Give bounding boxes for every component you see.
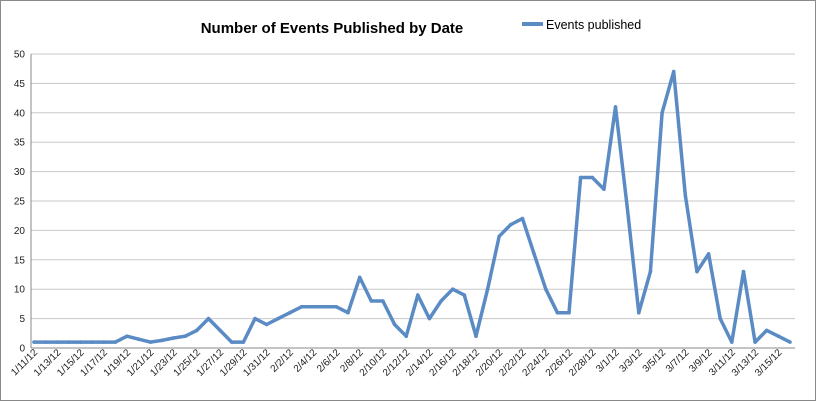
y-tick-label: 25 [14, 197, 26, 208]
data-point [578, 175, 583, 180]
data-point [206, 316, 211, 321]
data-point [113, 340, 118, 344]
data-point [357, 275, 362, 280]
data-point [102, 340, 106, 344]
data-point [544, 287, 548, 292]
data-point [346, 310, 350, 315]
y-tick-label: 5 [19, 314, 25, 325]
x-tick-label: 3/7/12 [664, 347, 692, 375]
data-point [392, 322, 397, 327]
data-point [369, 299, 374, 303]
data-point [683, 193, 688, 197]
data-point [183, 334, 187, 339]
data-point [637, 310, 641, 315]
data-point [509, 222, 513, 227]
data-point [276, 316, 281, 321]
y-tick-label: 40 [14, 108, 26, 119]
legend-label: Events published [546, 18, 641, 32]
y-tick-label: 45 [14, 79, 26, 90]
data-point [288, 310, 292, 315]
data-point [555, 310, 560, 315]
data-point [55, 340, 60, 344]
data-point [334, 305, 339, 309]
y-axis-ticks: 0 5 10 15 20 25 30 35 40 45 50 [14, 50, 26, 355]
data-point [218, 328, 222, 333]
data-point [67, 340, 71, 344]
y-tick-label: 10 [14, 285, 26, 296]
data-point [78, 340, 83, 344]
data-point [741, 269, 746, 274]
data-point [439, 299, 443, 303]
data-point [753, 340, 757, 344]
x-axis-ticks: 1/11/121/13/121/15/121/17/121/19/121/21/… [9, 347, 785, 379]
data-point [625, 205, 629, 209]
x-tick-label: 2/2/12 [269, 347, 297, 375]
data-point [613, 105, 618, 109]
data-point [532, 252, 536, 256]
x-tick-label: 3/5/12 [641, 347, 669, 375]
data-point [497, 234, 502, 239]
data-point [671, 69, 676, 74]
legend: Events published [522, 18, 641, 32]
gridlines [30, 53, 795, 349]
y-tick-label: 35 [14, 138, 26, 149]
data-point [229, 340, 234, 344]
series-events-published [32, 69, 792, 344]
data-point [381, 299, 385, 303]
data-point [776, 334, 781, 339]
data-point [171, 336, 176, 340]
data-point [43, 340, 48, 344]
series-line [34, 69, 791, 344]
data-point [648, 269, 653, 274]
data-point [241, 340, 246, 344]
data-point [136, 337, 141, 342]
x-tick-label: 3/3/12 [617, 347, 645, 375]
data-point [416, 293, 420, 297]
data-point [264, 322, 269, 327]
y-tick-label: 20 [14, 226, 26, 237]
data-point [695, 269, 699, 274]
data-point [520, 216, 525, 221]
data-point [404, 334, 409, 339]
data-point [485, 287, 490, 292]
data-point [567, 310, 571, 315]
data-point [160, 338, 164, 343]
y-tick-label: 0 [19, 344, 25, 355]
data-point [148, 340, 153, 344]
data-point [125, 334, 129, 339]
y-tick-label: 30 [14, 167, 26, 178]
data-point [788, 340, 792, 344]
data-point [602, 187, 606, 191]
y-tick-label: 15 [14, 255, 26, 266]
data-point [462, 293, 467, 297]
data-point [90, 340, 94, 344]
data-point [590, 175, 595, 180]
data-point [718, 316, 722, 321]
data-point [311, 305, 315, 309]
data-point [195, 328, 199, 333]
data-point [450, 287, 455, 292]
data-point [299, 305, 304, 309]
x-tick-label: 2/4/12 [292, 347, 320, 375]
data-point [32, 340, 36, 344]
data-point [323, 305, 327, 309]
data-point [427, 316, 432, 321]
x-tick-label: 2/6/12 [315, 347, 343, 375]
data-point [660, 111, 664, 115]
y-tick-label: 50 [14, 50, 26, 61]
data-point [253, 316, 257, 321]
data-point [706, 252, 711, 256]
data-point [474, 334, 478, 339]
data-point [764, 328, 769, 333]
chart-title: Number of Events Published by Date [201, 20, 464, 37]
x-tick-label: 3/1/12 [594, 347, 622, 375]
data-point [730, 340, 734, 344]
